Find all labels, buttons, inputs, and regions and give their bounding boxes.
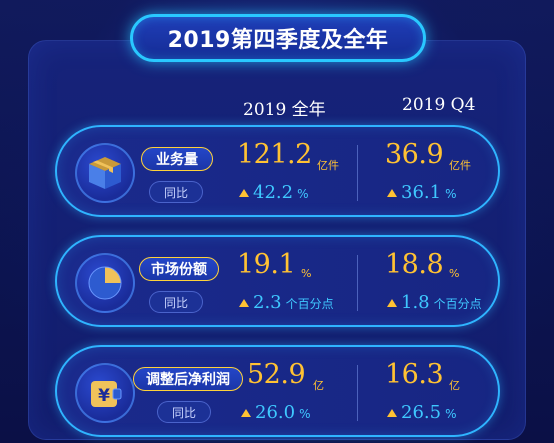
metric-row-market-share: 市场份额 同比 19.1 % 2.3 个百分点 18.8 % 1.8 个百分点 [55, 235, 500, 327]
up-arrow-icon [241, 409, 251, 417]
value-q4: 18.8 [385, 249, 444, 280]
growth-value: 26.5 [401, 402, 442, 423]
up-arrow-icon [387, 189, 397, 197]
metric-label-volume: 业务量 [141, 147, 213, 171]
metric-row-net-profit: ¥ 调整后净利润 同比 52.9 亿 26.0 % 16.3 亿 26.5 % [55, 345, 500, 437]
up-arrow-icon [387, 409, 397, 417]
yoy-label: 同比 [149, 291, 203, 313]
metric-row-volume: 业务量 同比 121.2 亿件 42.2 % 36.9 亿件 36.1 % [55, 125, 500, 217]
unit-full-year: 亿件 [317, 159, 339, 172]
unit-q4: 亿 [449, 379, 460, 392]
divider [357, 145, 358, 201]
unit-q4: 亿件 [449, 159, 471, 172]
growth-value: 26.0 [255, 402, 296, 423]
growth-value: 36.1 [401, 182, 442, 203]
page-title: 2019第四季度及全年 [130, 14, 426, 62]
divider [357, 255, 358, 311]
unit-full-year: 亿 [313, 379, 324, 392]
metric-label-market-share: 市场份额 [139, 257, 219, 281]
value-full-year: 121.2 [237, 139, 312, 170]
unit-full-year: % [301, 267, 312, 280]
growth-unit: 个百分点 [433, 297, 482, 311]
value-q4: 16.3 [385, 359, 444, 390]
growth-unit: % [445, 187, 457, 201]
growth-q4: 26.5 % [387, 402, 456, 423]
yuan-wallet-icon: ¥ [75, 363, 135, 423]
column-header-full-year: 2019 全年 [243, 100, 326, 120]
value-q4: 36.9 [385, 139, 444, 170]
growth-value: 2.3 [253, 292, 282, 313]
column-header-q4: 2019 Q4 [402, 95, 476, 115]
growth-full-year: 26.0 % [241, 402, 310, 423]
growth-q4: 1.8 个百分点 [387, 292, 482, 313]
svg-text:¥: ¥ [98, 386, 110, 406]
growth-value: 1.8 [401, 292, 430, 313]
yoy-label: 同比 [149, 181, 203, 203]
growth-full-year: 42.2 % [239, 182, 308, 203]
pie-chart-icon [75, 253, 135, 313]
package-box-icon [75, 143, 135, 203]
growth-unit: 个百分点 [285, 297, 334, 311]
value-full-year: 19.1 [237, 249, 296, 280]
unit-q4: % [449, 267, 460, 280]
growth-unit: % [299, 407, 311, 421]
metric-label-net-profit: 调整后净利润 [133, 367, 243, 391]
growth-q4: 36.1 % [387, 182, 456, 203]
growth-unit: % [445, 407, 457, 421]
growth-unit: % [297, 187, 309, 201]
yoy-label: 同比 [157, 401, 211, 423]
up-arrow-icon [387, 299, 397, 307]
divider [357, 365, 358, 421]
growth-value: 42.2 [253, 182, 294, 203]
value-full-year: 52.9 [247, 359, 306, 390]
up-arrow-icon [239, 189, 249, 197]
up-arrow-icon [239, 299, 249, 307]
growth-full-year: 2.3 个百分点 [239, 292, 334, 313]
